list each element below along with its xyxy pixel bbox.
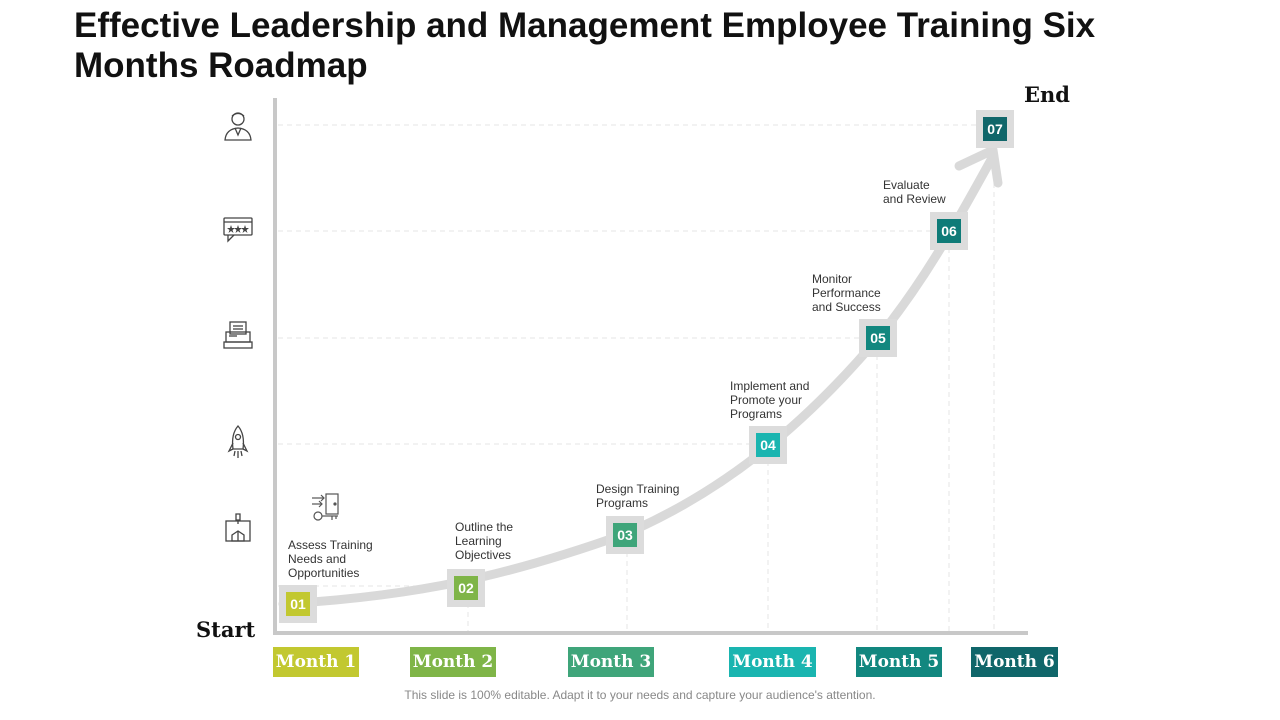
step-01-label: Assess Training Needs and Opportunities [288,538,373,580]
start-label: Start [196,617,256,642]
document-stack-icon [223,321,253,349]
step-07-marker: 07 [976,110,1014,148]
month-2-badge: Month 2 [410,647,496,677]
footer-note: This slide is 100% editable. Adapt it to… [404,688,876,702]
month-3-badge: Month 3 [568,647,654,677]
step-03-marker: 03 [606,516,644,554]
step-05-label: Monitor Performance and Success [812,272,881,314]
step-06-marker: 06 [930,212,968,250]
month-5-badge: Month 5 [856,647,942,677]
step-02-marker: 02 [447,569,485,607]
step-02-label: Outline the Learning Objectives [455,520,514,562]
key-door-icon [312,493,339,521]
rating-chat-icon [223,217,253,243]
page-title: Effective Leadership and Management Empl… [74,6,1096,85]
step-03-label: Design Training Programs [596,482,680,510]
rocket-icon [227,425,249,458]
month-6-badge: Month 6 [971,647,1058,677]
arrow-head-icon [954,145,1003,188]
step-04-label: Implement and Promote your Programs [730,379,810,421]
month-4-badge: Month 4 [729,647,816,677]
box-present-icon [225,513,251,542]
step-05-marker: 05 [859,319,897,357]
end-label: End [1024,82,1070,107]
step-06-label: Evaluate and Review [883,178,946,206]
month-1-badge: Month 1 [273,647,359,677]
step-01-marker: 01 [279,585,317,623]
step-04-marker: 04 [749,426,787,464]
manager-icon [224,112,252,141]
